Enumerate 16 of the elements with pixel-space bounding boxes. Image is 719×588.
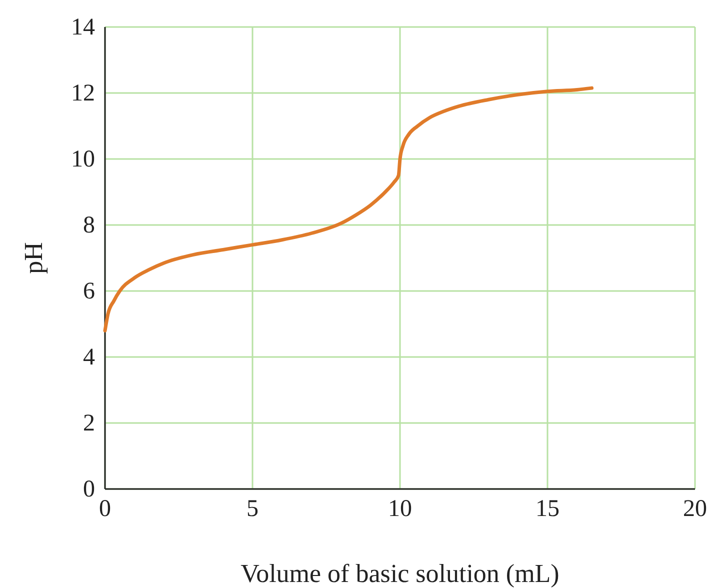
line-series [103,86,594,332]
y-tick-label: 0 [83,476,95,503]
y-tick-label: 6 [83,278,95,305]
y-tick-label: 14 [71,14,95,41]
x-tick-label: 15 [536,496,560,522]
x-tick-label: 10 [388,496,412,522]
x-tick-label: 0 [99,496,111,522]
y-tick-label: 8 [83,212,95,239]
y-tick-label: 2 [83,410,95,437]
x-tick-label: 5 [246,496,258,522]
y-tick-label: 10 [71,146,95,173]
x-tick-label: 20 [683,496,707,522]
x-axis-title: Volume of basic solution (mL) [240,559,560,588]
y-tick-label: 12 [71,80,95,107]
y-axis-title: pH [19,242,48,274]
y-tick-label: 4 [83,344,95,371]
